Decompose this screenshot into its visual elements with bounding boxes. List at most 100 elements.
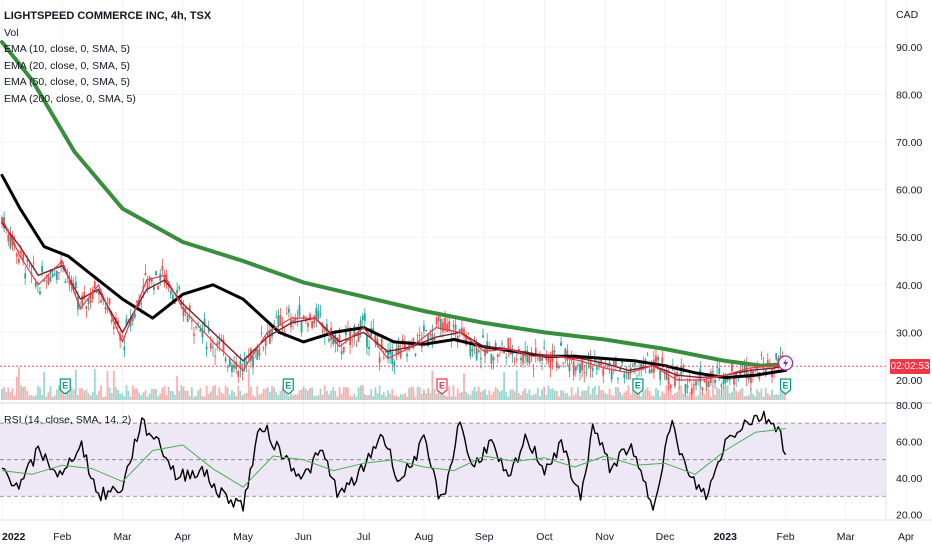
volume-bar — [731, 391, 733, 400]
candle-body — [391, 351, 394, 364]
candle-body — [178, 286, 181, 289]
candle-body — [395, 348, 398, 354]
candle-body — [446, 323, 449, 332]
volume-bar — [528, 389, 531, 400]
volume-bar — [425, 393, 427, 400]
volume-bar — [389, 393, 392, 400]
candle-body — [212, 346, 214, 348]
volume-bar — [53, 395, 56, 400]
time-tick-label: Jul — [357, 531, 370, 543]
candle-body — [245, 361, 248, 363]
volume-bar — [418, 387, 421, 400]
candle-body — [22, 253, 24, 262]
volume-bar — [79, 388, 81, 400]
candle-body — [296, 318, 299, 320]
volume-bar — [572, 395, 575, 400]
volume-bar — [547, 385, 550, 400]
volume-bar — [140, 395, 143, 400]
candle-body — [536, 357, 539, 359]
candle-body — [593, 358, 596, 363]
candle-body — [361, 315, 364, 321]
rsi-legend[interactable]: RSI (14, close, SMA, 14, 2) — [4, 414, 132, 426]
price-tick-label: 70.00 — [896, 137, 922, 149]
earnings-flag-letter: E — [783, 381, 789, 391]
candle-body — [612, 358, 615, 366]
candle-body — [269, 330, 271, 344]
candle-body — [123, 346, 126, 351]
volume-bar — [134, 388, 136, 400]
volume-bar — [452, 385, 455, 400]
volume-bar — [296, 394, 299, 400]
candle-body — [271, 329, 273, 337]
volume-bar — [68, 388, 71, 400]
volume-bar — [735, 390, 738, 400]
candle-body — [703, 380, 706, 383]
candle-body — [49, 276, 52, 282]
volume-bar — [517, 393, 520, 400]
volume-bar — [773, 394, 776, 400]
volume-bar — [96, 394, 98, 400]
volume-bar — [437, 388, 440, 400]
candle-body — [136, 300, 138, 304]
volume-bar — [475, 391, 478, 400]
candle-body — [302, 315, 305, 319]
legend-ema10[interactable]: EMA (10, close, 0, SMA, 5) — [4, 43, 131, 55]
volume-bar — [604, 393, 607, 400]
legend-volume[interactable]: Vol — [4, 26, 19, 39]
volume-bar — [266, 387, 269, 400]
candle-body — [264, 337, 267, 347]
time-tick-label: Apr — [175, 531, 192, 543]
volume-bar — [205, 385, 208, 400]
volume-bar — [416, 386, 419, 400]
volume-bar — [148, 393, 151, 400]
symbol-title[interactable]: LIGHTSPEED COMMERCE INC, 4h, TSX — [4, 10, 212, 22]
candle-body — [674, 373, 676, 386]
candle-body — [252, 356, 254, 368]
candle-body — [169, 290, 172, 295]
volume-bar — [231, 389, 233, 400]
candle-body — [161, 266, 164, 271]
volume-bar — [758, 392, 761, 400]
volume-bar — [477, 386, 480, 400]
candle-body — [678, 378, 681, 381]
volume-bar — [703, 394, 706, 400]
volume-bar — [83, 390, 86, 400]
volume-bar — [570, 387, 573, 400]
candle-body — [425, 330, 427, 332]
legend-ema50[interactable]: EMA (50, close, 0, SMA, 5) — [4, 76, 131, 88]
candle-body — [606, 364, 609, 366]
candle-body — [406, 354, 408, 357]
volume-bar — [121, 393, 124, 400]
candle-body — [304, 320, 307, 322]
candle-body — [579, 364, 581, 373]
candle-body — [454, 324, 457, 330]
candle-body — [180, 302, 183, 306]
volume-bar — [306, 390, 309, 400]
legend-ema20[interactable]: EMA (20, close, 0, SMA, 5) — [4, 59, 131, 72]
legend-ema200[interactable]: EMA (200, close, 0, SMA, 5) — [4, 92, 136, 105]
candle-body — [619, 368, 622, 372]
volume-bar — [24, 386, 27, 400]
volume-bar — [171, 391, 174, 400]
volume-bar — [579, 395, 581, 400]
candle-body — [228, 358, 231, 367]
volume-bar — [733, 388, 735, 400]
candle-body — [218, 341, 221, 345]
candle-body — [288, 308, 290, 313]
candle-body — [157, 286, 160, 290]
volume-bar — [593, 386, 596, 400]
earnings-flag-icon — [59, 378, 71, 395]
volume-bar — [720, 394, 723, 400]
candle-body — [298, 305, 301, 317]
volume-bar — [627, 385, 630, 400]
volume-bar — [395, 395, 398, 400]
volume-bar — [612, 395, 615, 400]
volume-bar — [633, 390, 636, 400]
candle-body — [585, 372, 588, 373]
volume-bar — [376, 393, 379, 400]
volume-bar — [686, 395, 689, 400]
candle-body — [775, 353, 778, 360]
volume-bar — [138, 392, 141, 400]
volume-bar — [558, 396, 560, 400]
